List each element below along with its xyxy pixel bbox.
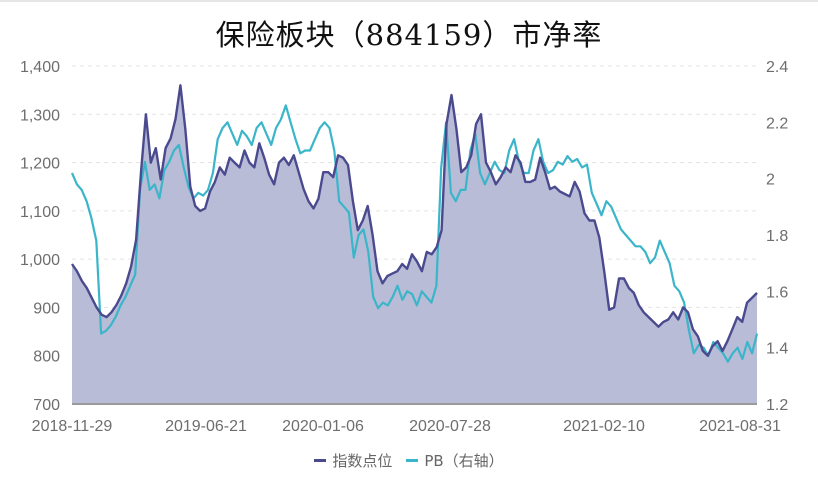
- legend-item-pb[interactable]: PB（右轴）: [406, 450, 504, 471]
- pb-line[interactable]: [70, 104, 759, 363]
- legend-label-pb: PB（右轴）: [424, 452, 504, 470]
- y-left-tick: 1,300: [20, 107, 60, 124]
- y-left-tick: 700: [33, 397, 60, 414]
- y-left-tick: 900: [33, 300, 60, 317]
- y-axis-right: 1.2 1.4 1.6 1.8 2 2.2 2.4: [766, 59, 788, 414]
- x-tick: 2019-06-21: [165, 418, 247, 435]
- legend: 指数点位 PB（右轴）: [0, 450, 818, 471]
- legend-swatch-pb: [406, 459, 419, 462]
- y-left-tick: 1,400: [20, 59, 60, 76]
- legend-label-index: 指数点位: [332, 452, 393, 470]
- y-left-tick: 800: [33, 349, 60, 366]
- y-left-tick: 1,100: [20, 204, 60, 221]
- index-area-fill: [72, 85, 757, 405]
- y-left-tick: 1,000: [20, 252, 60, 269]
- y-right-tick: 1.2: [766, 397, 788, 414]
- y-left-tick: 1,200: [20, 156, 60, 173]
- y-right-tick: 1.6: [766, 284, 788, 301]
- index-line[interactable]: [71, 84, 758, 357]
- x-tick: 2021-02-10: [563, 418, 645, 435]
- x-tick: 2020-01-06: [282, 418, 364, 435]
- y-axis-left: 700 800 900 1,000 1,100 1,200 1,300 1,400: [20, 59, 60, 414]
- y-right-tick: 2: [766, 172, 775, 189]
- y-right-tick: 1.4: [766, 341, 788, 358]
- chart-title: 保险板块（884159）市净率: [215, 18, 603, 52]
- top-border: [0, 0, 818, 2]
- x-tick: 2018-11-29: [32, 418, 113, 435]
- x-axis: 2018-11-29 2019-06-21 2020-01-06 2020-07-28…: [32, 418, 781, 435]
- y-right-tick: 2.4: [766, 59, 788, 76]
- x-tick: 2020-07-28: [409, 418, 491, 435]
- x-tick: 2021-08-31: [699, 418, 781, 435]
- legend-item-index[interactable]: 指数点位: [314, 450, 392, 471]
- legend-swatch-index: [314, 459, 327, 462]
- y-right-tick: 2.2: [766, 115, 788, 132]
- y-right-tick: 1.8: [766, 228, 788, 245]
